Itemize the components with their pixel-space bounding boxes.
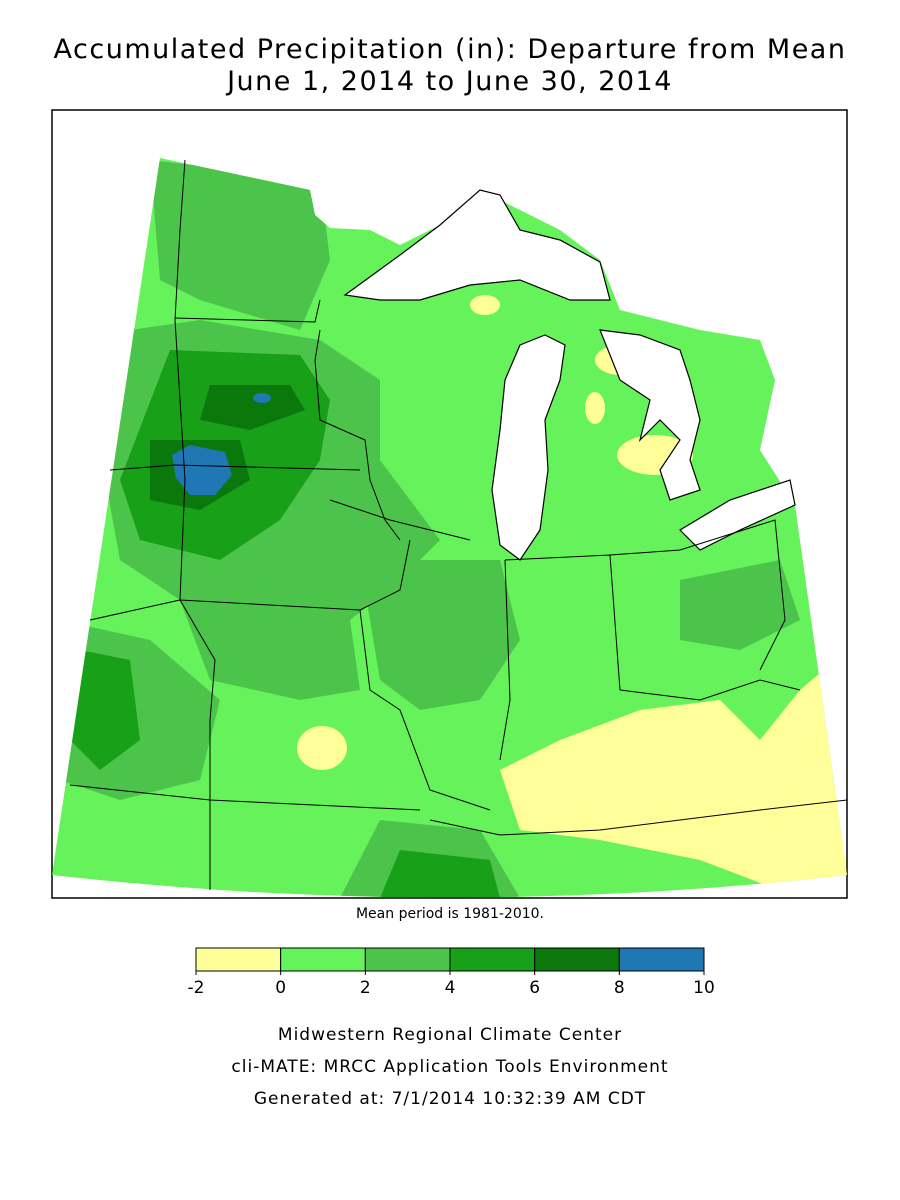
precip-region (150, 160, 330, 330)
legend-swatch (534, 947, 620, 972)
legend-tick-label: 6 (529, 978, 540, 998)
precip-region (200, 385, 305, 430)
mean-period-note: Mean period is 1981-2010. (356, 906, 544, 922)
subtitle: June 1, 2014 to June 30, 2014 (225, 66, 673, 97)
legend-swatch (195, 947, 282, 972)
footer-line: cli-MATE: MRCC Application Tools Environ… (231, 1057, 668, 1077)
legend-tick-label: 10 (693, 978, 715, 998)
footer-line: Midwestern Regional Climate Center (278, 1025, 622, 1045)
legend-tick-label: 2 (360, 978, 371, 998)
legend-swatch (280, 947, 366, 972)
precip-region (500, 650, 847, 898)
legend-swatch (449, 947, 536, 972)
precip-region (380, 850, 500, 898)
precip-region (680, 560, 800, 650)
precip-region (70, 650, 140, 770)
lake-michigan (491, 334, 566, 561)
legend: -2 0 2 4 6 8 10 (188, 947, 715, 998)
legend-tick-label: 4 (445, 978, 456, 998)
footer-line: Generated at: 7/1/2014 10:32:39 AM CDT (254, 1089, 646, 1109)
lake-huron (599, 329, 701, 501)
lake-superior (343, 189, 611, 301)
legend-swatch (618, 947, 705, 972)
precip-region (172, 445, 232, 495)
legend-tick-label: 8 (614, 978, 625, 998)
precip-region (253, 393, 271, 403)
precip-region (297, 726, 347, 770)
precip-region (585, 392, 605, 424)
legend-swatch (364, 947, 451, 972)
state-borders (69, 159, 848, 890)
legend-tick-label: -2 (188, 978, 205, 998)
lake-erie (679, 479, 796, 551)
precip-region (360, 560, 520, 710)
map (52, 158, 848, 898)
legend-tick-label: 0 (275, 978, 286, 998)
precip-region (470, 295, 500, 315)
title: Accumulated Precipitation (in): Departur… (54, 34, 847, 65)
